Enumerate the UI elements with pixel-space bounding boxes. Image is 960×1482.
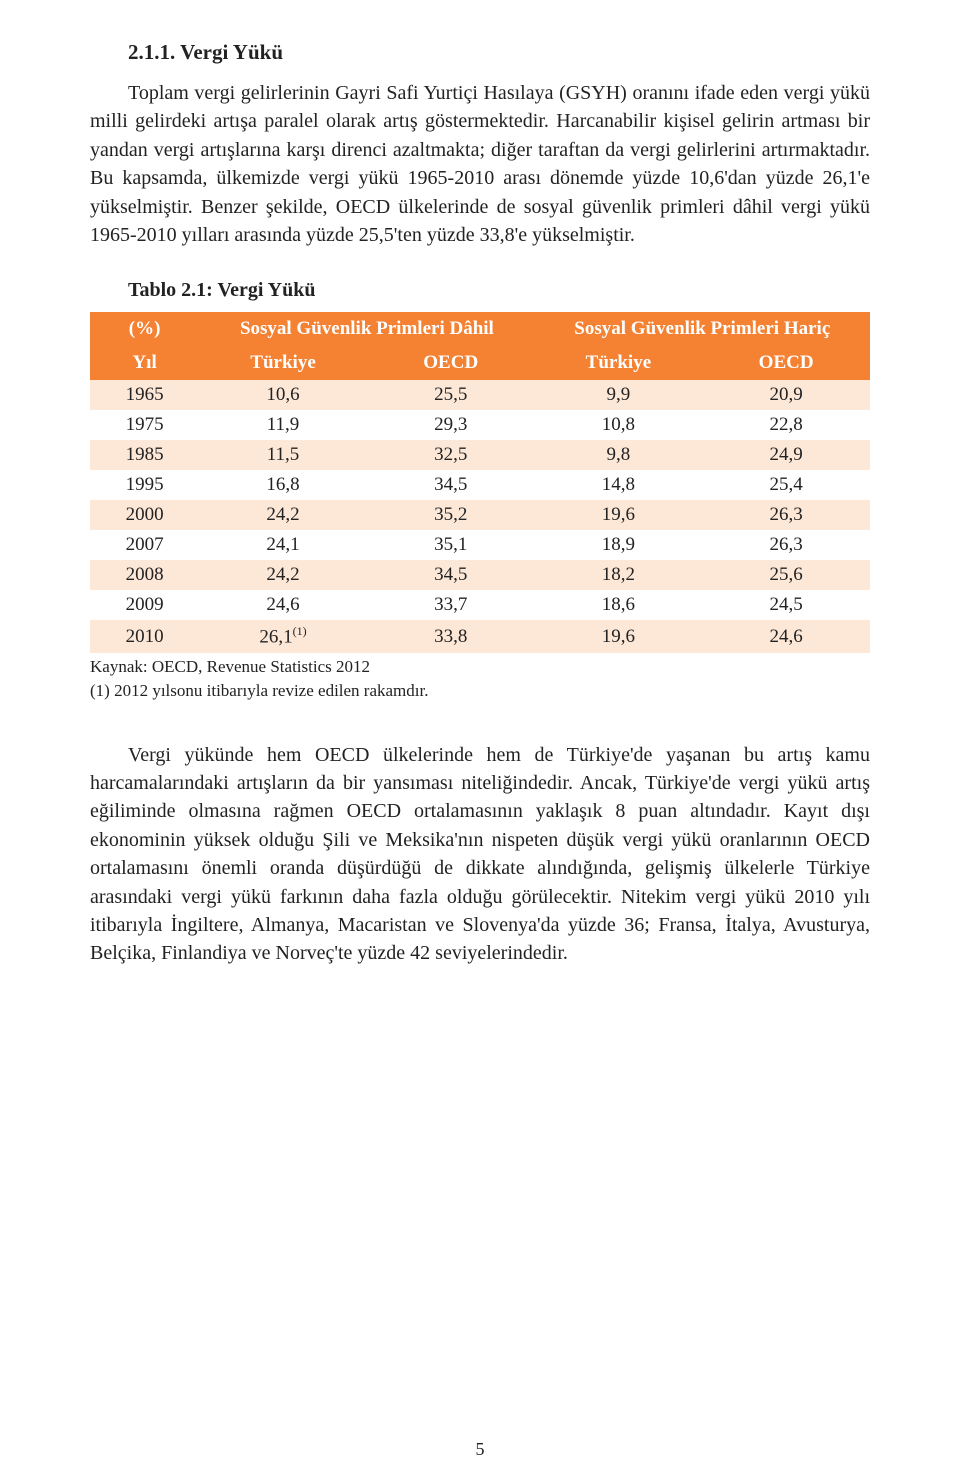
page-number: 5	[0, 1439, 960, 1460]
table-row: 200724,135,118,926,3	[90, 530, 870, 560]
header-haric-oecd: OECD	[702, 346, 870, 380]
cell-haric-turkiye: 18,6	[535, 590, 703, 620]
cell-dahil-oecd: 34,5	[367, 470, 535, 500]
header-dahil-oecd: OECD	[367, 346, 535, 380]
cell-dahil-turkiye: 24,6	[199, 590, 367, 620]
paragraph-2: Vergi yükünde hem OECD ülkelerinde hem d…	[90, 741, 870, 968]
cell-haric-turkiye: 18,2	[535, 560, 703, 590]
cell-yil: 2000	[90, 500, 199, 530]
cell-dahil-turkiye: 10,6	[199, 380, 367, 410]
table-row: 201026,1(1)33,819,624,6	[90, 620, 870, 652]
table-row: 200024,235,219,626,3	[90, 500, 870, 530]
header-haric-turkiye: Türkiye	[535, 346, 703, 380]
vergi-yuku-table: (%) Sosyal Güvenlik Primleri Dâhil Sosya…	[90, 312, 870, 652]
cell-yil: 1995	[90, 470, 199, 500]
cell-dahil-oecd: 25,5	[367, 380, 535, 410]
paragraph-1: Toplam vergi gelirlerinin Gayri Safi Yur…	[90, 79, 870, 249]
cell-dahil-turkiye: 26,1(1)	[199, 620, 367, 652]
cell-yil: 1965	[90, 380, 199, 410]
cell-dahil-oecd: 33,8	[367, 620, 535, 652]
cell-yil: 2010	[90, 620, 199, 652]
table-row: 199516,834,514,825,4	[90, 470, 870, 500]
table-title: Tablo 2.1: Vergi Yükü	[90, 279, 870, 302]
cell-yil: 1985	[90, 440, 199, 470]
table-body: 196510,625,59,920,9197511,929,310,822,81…	[90, 380, 870, 652]
table-source: Kaynak: OECD, Revenue Statistics 2012	[90, 657, 870, 677]
cell-haric-oecd: 25,4	[702, 470, 870, 500]
header-group-haric: Sosyal Güvenlik Primleri Hariç	[535, 312, 870, 346]
header-dahil-turkiye: Türkiye	[199, 346, 367, 380]
header-yil: Yıl	[90, 346, 199, 380]
table-header-group-row: (%) Sosyal Güvenlik Primleri Dâhil Sosya…	[90, 312, 870, 346]
cell-haric-turkiye: 9,9	[535, 380, 703, 410]
cell-dahil-turkiye: 24,2	[199, 560, 367, 590]
cell-haric-oecd: 24,5	[702, 590, 870, 620]
table-header: (%) Sosyal Güvenlik Primleri Dâhil Sosya…	[90, 312, 870, 380]
cell-haric-turkiye: 14,8	[535, 470, 703, 500]
table-row: 200924,633,718,624,5	[90, 590, 870, 620]
cell-yil: 2008	[90, 560, 199, 590]
cell-haric-oecd: 26,3	[702, 500, 870, 530]
cell-dahil-oecd: 35,1	[367, 530, 535, 560]
table-row: 198511,532,59,824,9	[90, 440, 870, 470]
document-page: 2.1.1. Vergi Yükü Toplam vergi gelirleri…	[0, 0, 960, 1482]
cell-dahil-oecd: 32,5	[367, 440, 535, 470]
header-group-dahil: Sosyal Güvenlik Primleri Dâhil	[199, 312, 534, 346]
cell-dahil-oecd: 33,7	[367, 590, 535, 620]
cell-dahil-turkiye: 11,9	[199, 410, 367, 440]
cell-dahil-turkiye: 16,8	[199, 470, 367, 500]
section-heading: 2.1.1. Vergi Yükü	[90, 40, 870, 65]
table-footnote: (1) 2012 yılsonu itibarıyla revize edile…	[90, 681, 870, 701]
cell-dahil-oecd: 34,5	[367, 560, 535, 590]
cell-yil: 2007	[90, 530, 199, 560]
cell-haric-turkiye: 19,6	[535, 620, 703, 652]
table-row: 197511,929,310,822,8	[90, 410, 870, 440]
cell-dahil-turkiye: 24,2	[199, 500, 367, 530]
header-percent: (%)	[90, 312, 199, 346]
cell-haric-oecd: 26,3	[702, 530, 870, 560]
cell-haric-oecd: 24,9	[702, 440, 870, 470]
cell-dahil-turkiye: 11,5	[199, 440, 367, 470]
cell-haric-oecd: 24,6	[702, 620, 870, 652]
cell-dahil-oecd: 35,2	[367, 500, 535, 530]
cell-yil: 2009	[90, 590, 199, 620]
cell-yil: 1975	[90, 410, 199, 440]
cell-haric-turkiye: 18,9	[535, 530, 703, 560]
cell-haric-oecd: 22,8	[702, 410, 870, 440]
cell-haric-oecd: 25,6	[702, 560, 870, 590]
cell-haric-turkiye: 9,8	[535, 440, 703, 470]
cell-dahil-turkiye: 24,1	[199, 530, 367, 560]
table-row: 196510,625,59,920,9	[90, 380, 870, 410]
cell-haric-turkiye: 19,6	[535, 500, 703, 530]
cell-haric-turkiye: 10,8	[535, 410, 703, 440]
footnote-marker: (1)	[293, 624, 307, 638]
table-header-sub-row: Yıl Türkiye OECD Türkiye OECD	[90, 346, 870, 380]
cell-haric-oecd: 20,9	[702, 380, 870, 410]
table-row: 200824,234,518,225,6	[90, 560, 870, 590]
cell-dahil-oecd: 29,3	[367, 410, 535, 440]
